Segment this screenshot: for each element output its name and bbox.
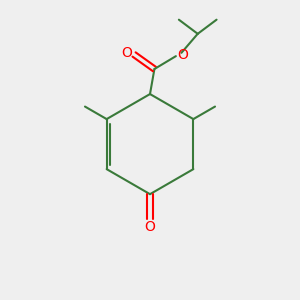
Text: O: O — [145, 220, 155, 234]
Text: O: O — [121, 46, 132, 60]
Text: O: O — [177, 48, 188, 62]
